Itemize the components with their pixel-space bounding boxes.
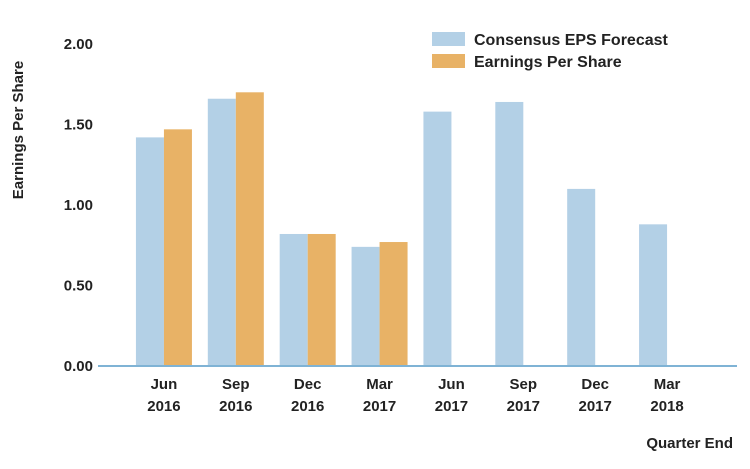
- bar-eps-2: [307, 233, 336, 366]
- bar-consensus-4: [423, 111, 452, 367]
- legend-swatch: [432, 54, 465, 68]
- x-tick-label: Sep: [510, 376, 538, 393]
- bar-consensus-6: [567, 188, 596, 366]
- y-tick-label: 1.00: [64, 197, 93, 214]
- bar-consensus-1: [207, 98, 236, 367]
- y-tick-label: 1.50: [64, 117, 93, 134]
- x-tick-label: Dec: [294, 376, 322, 393]
- x-tick-label: Mar: [654, 376, 681, 393]
- x-tick-label-year: 2016: [291, 398, 324, 415]
- bar-eps-3: [379, 242, 408, 366]
- bar-eps-1: [235, 92, 264, 367]
- bar-consensus-3: [351, 246, 380, 366]
- bars: [135, 92, 668, 367]
- x-tick-label-year: 2017: [435, 398, 468, 415]
- x-tick-label: Jun: [151, 376, 178, 393]
- legend-label: Earnings Per Share: [474, 54, 622, 71]
- x-tick-label-year: 2017: [363, 398, 396, 415]
- legend-label: Consensus EPS Forecast: [474, 32, 669, 49]
- x-tick-label: Dec: [581, 376, 609, 393]
- x-tick-label: Sep: [222, 376, 250, 393]
- y-tick-label: 2.00: [64, 36, 93, 53]
- x-axis-ticks: Jun 2016 Sep 2016 Dec 2016 Mar 2017 Jun 2017 Sep 20…: [147, 376, 684, 415]
- bar-consensus-5: [495, 101, 524, 367]
- bar-consensus-0: [135, 137, 164, 366]
- y-tick-label: 0.50: [64, 278, 93, 295]
- legend-swatch: [432, 32, 465, 46]
- x-tick-label-year: 2016: [219, 398, 252, 415]
- y-tick-label: 0.00: [64, 358, 93, 375]
- x-tick-label-year: 2017: [579, 398, 612, 415]
- legend: Consensus EPS Forecast Earnings Per Share: [432, 32, 669, 71]
- x-axis-title: Quarter End: [646, 435, 733, 452]
- x-tick-label-year: 2017: [507, 398, 540, 415]
- y-axis-title: Earnings Per Share: [10, 61, 27, 199]
- bar-consensus-7: [639, 224, 668, 366]
- bar-consensus-2: [279, 233, 308, 366]
- y-axis-ticks: 0.00 0.50 1.00 1.50 2.00: [64, 36, 93, 375]
- x-tick-label: Mar: [366, 376, 393, 393]
- x-tick-label-year: 2018: [650, 398, 683, 415]
- x-tick-label: Jun: [438, 376, 465, 393]
- bar-eps-0: [163, 129, 192, 366]
- x-tick-label-year: 2016: [147, 398, 180, 415]
